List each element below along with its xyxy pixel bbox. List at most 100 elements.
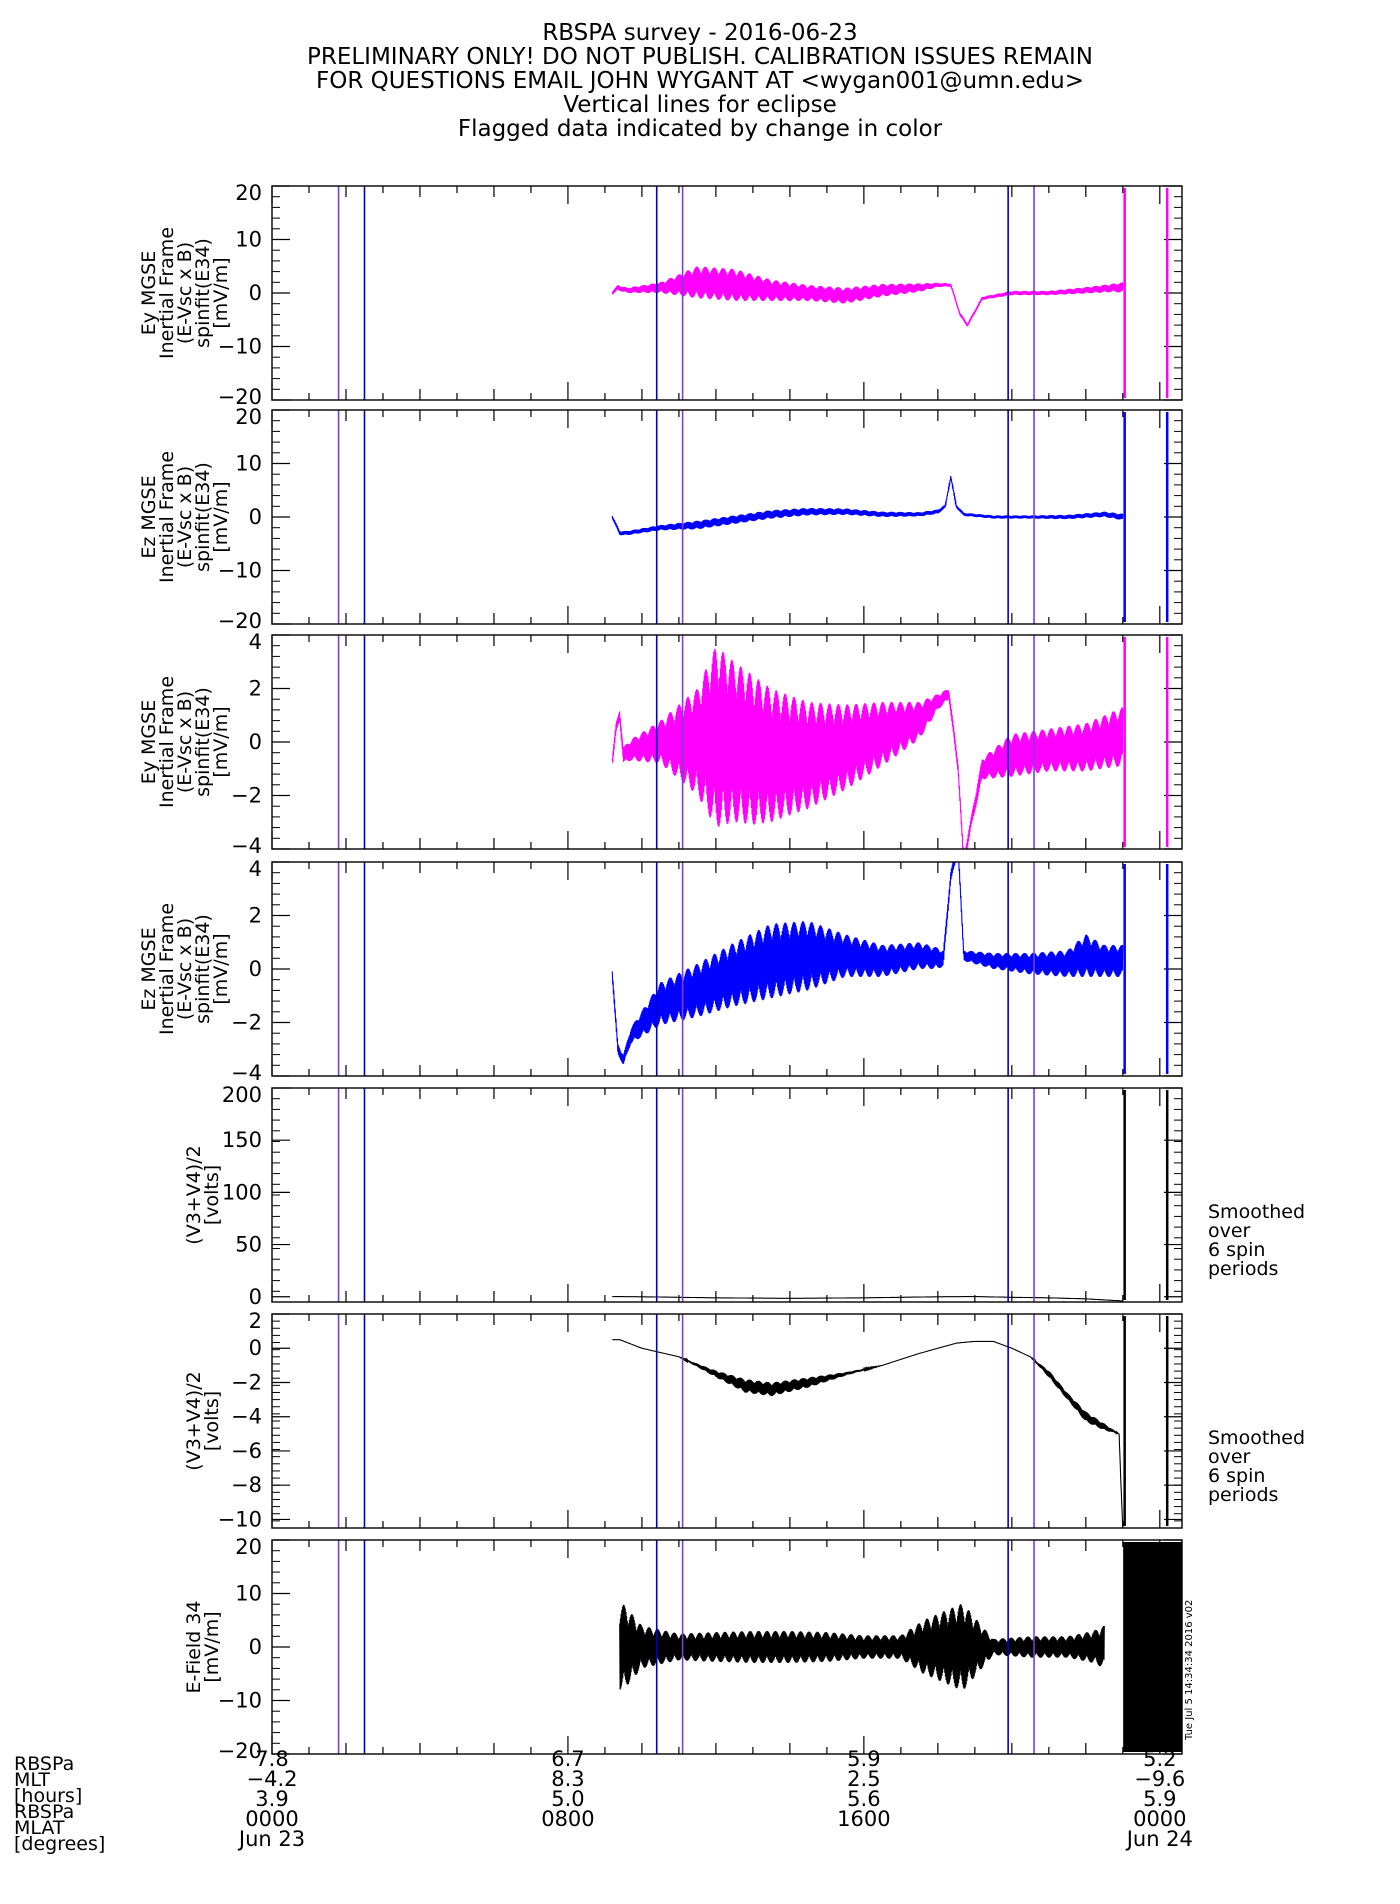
x-tick-mlt: 5.9 bbox=[847, 1747, 880, 1771]
y-axis-label: Ez MGSE bbox=[138, 927, 160, 1010]
y-axis-label: [mV/m] bbox=[210, 481, 232, 552]
x-tick-time: 0000 bbox=[1133, 1807, 1186, 1831]
y-tick-label: 100 bbox=[222, 1180, 262, 1204]
y-axis-label: Inertial Frame bbox=[156, 903, 178, 1035]
y-tick-label: −6 bbox=[231, 1439, 262, 1463]
y-tick-label: −10 bbox=[218, 559, 262, 583]
series-line bbox=[612, 1339, 1124, 1528]
x-tick-mlt: 6.7 bbox=[551, 1747, 584, 1771]
series-line bbox=[611, 649, 1124, 849]
title-line: RBSPA survey - 2016-06-23 bbox=[542, 20, 857, 46]
y-axis-label: Inertial Frame bbox=[156, 451, 178, 583]
y-tick-label: −20 bbox=[218, 609, 262, 633]
y-axis-label: spinfit(E34) bbox=[192, 462, 214, 572]
series-group bbox=[611, 862, 1169, 1074]
y-axis-label: (E-Vsc x B) bbox=[174, 466, 196, 568]
y-tick-label: 20 bbox=[235, 181, 262, 205]
y-tick-label: 0 bbox=[249, 281, 262, 305]
x-row-label: RBSPa bbox=[14, 1753, 74, 1775]
y-tick-label: 0 bbox=[249, 957, 262, 981]
y-tick-label: −10 bbox=[218, 335, 262, 359]
saturated-block bbox=[1124, 1542, 1182, 1752]
y-tick-label: −8 bbox=[231, 1473, 262, 1497]
y-axis-label: [volts] bbox=[201, 1165, 223, 1225]
y-tick-label: −10 bbox=[218, 1507, 262, 1531]
x-row-label: MLT bbox=[14, 1769, 50, 1791]
y-tick-label: 0 bbox=[249, 1336, 262, 1360]
x-tick-l: 5.9 bbox=[1143, 1787, 1176, 1811]
y-tick-label: 4 bbox=[249, 630, 262, 654]
panel-frame bbox=[271, 1313, 1183, 1529]
x-tick-date: Jun 24 bbox=[1125, 1827, 1193, 1851]
x-tick-mlat: 2.5 bbox=[847, 1767, 880, 1791]
series-line bbox=[612, 1296, 1123, 1302]
title-line: FOR QUESTIONS EMAIL JOHN WYGANT AT <wyga… bbox=[316, 68, 1084, 94]
y-tick-label: −20 bbox=[218, 1739, 262, 1763]
side-note-line: periods bbox=[1208, 1258, 1278, 1280]
x-tick-mlt: 5.2 bbox=[1143, 1747, 1176, 1771]
y-tick-label: 150 bbox=[222, 1128, 262, 1152]
x-tick-l: 5.0 bbox=[551, 1787, 584, 1811]
side-note-line: periods bbox=[1208, 1484, 1278, 1506]
y-axis-label: (E-Vsc x B) bbox=[174, 918, 196, 1020]
y-axis-label: Ey MGSE bbox=[138, 251, 160, 335]
series-group bbox=[612, 1090, 1169, 1302]
y-tick-label: 0 bbox=[249, 730, 262, 754]
x-tick-time: 1600 bbox=[837, 1807, 890, 1831]
series-line bbox=[611, 476, 1124, 536]
x-tick-mlat: −9.6 bbox=[1134, 1767, 1185, 1791]
x-tick-mlt: 7.8 bbox=[255, 1747, 288, 1771]
y-tick-label: 10 bbox=[235, 228, 262, 252]
y-axis-label: (V3+V4)/2 bbox=[183, 1145, 205, 1244]
x-row-label: MLAT bbox=[14, 1817, 65, 1839]
side-note-line: 6 spin bbox=[1208, 1465, 1265, 1487]
x-tick-mlat: −4.2 bbox=[247, 1767, 298, 1791]
y-tick-label: 0 bbox=[249, 1635, 262, 1659]
panel-7: E-Field 34[mV/m] 20 10 0 −10 −20 bbox=[183, 1535, 1183, 1763]
y-axis-label: Ey MGSE bbox=[138, 700, 160, 784]
y-tick-label: 2 bbox=[249, 677, 262, 701]
title-line: Vertical lines for eclipse bbox=[563, 92, 836, 118]
x-tick-mlat: 8.3 bbox=[551, 1767, 584, 1791]
y-tick-label: 200 bbox=[222, 1083, 262, 1107]
series-group bbox=[619, 1542, 1182, 1752]
y-tick-label: 50 bbox=[235, 1233, 262, 1257]
y-tick-label: 20 bbox=[235, 405, 262, 429]
x-tick-time: 0800 bbox=[541, 1807, 594, 1831]
panel-frame bbox=[271, 409, 1183, 625]
x-row-label: [hours] bbox=[14, 1785, 82, 1807]
y-axis-label: (E-Vsc x B) bbox=[174, 242, 196, 344]
y-tick-label: −4 bbox=[231, 1061, 262, 1085]
x-tick-l: 3.9 bbox=[255, 1787, 288, 1811]
x-row-label: RBSPa bbox=[14, 1801, 74, 1823]
y-tick-label: −4 bbox=[231, 834, 262, 858]
y-tick-label: 10 bbox=[235, 452, 262, 476]
y-tick-label: 0 bbox=[249, 1285, 262, 1309]
panel-frame bbox=[271, 185, 1183, 401]
y-axis-label: Inertial Frame bbox=[156, 676, 178, 808]
panel-6: (V3+V4)/2[volts] 2 0 −2 −4 −6 −8 −10 bbox=[183, 1309, 1183, 1531]
y-axis-label: [volts] bbox=[201, 1391, 223, 1451]
y-tick-label: 2 bbox=[249, 904, 262, 928]
panel-5: (V3+V4)/2[volts] 200 150 100 50 0 bbox=[183, 1083, 1183, 1309]
x-tick-date: Jun 23 bbox=[237, 1827, 305, 1851]
panel-frame bbox=[271, 861, 1183, 1077]
side-note-line: over bbox=[1208, 1220, 1251, 1242]
panel-frame bbox=[271, 1087, 1183, 1303]
panel-frame bbox=[271, 634, 1183, 850]
panel-frame bbox=[271, 1539, 1183, 1755]
series-line bbox=[619, 1604, 1105, 1690]
version-stamp: Tue Jul 5 14:34:34 2016 v02 bbox=[1184, 1600, 1195, 1741]
series-line bbox=[611, 266, 1124, 327]
series-group bbox=[611, 637, 1169, 849]
title-line: PRELIMINARY ONLY! DO NOT PUBLISH. CALIBR… bbox=[307, 44, 1093, 70]
y-axis-label: Inertial Frame bbox=[156, 227, 178, 359]
y-tick-label: 2 bbox=[249, 1309, 262, 1333]
